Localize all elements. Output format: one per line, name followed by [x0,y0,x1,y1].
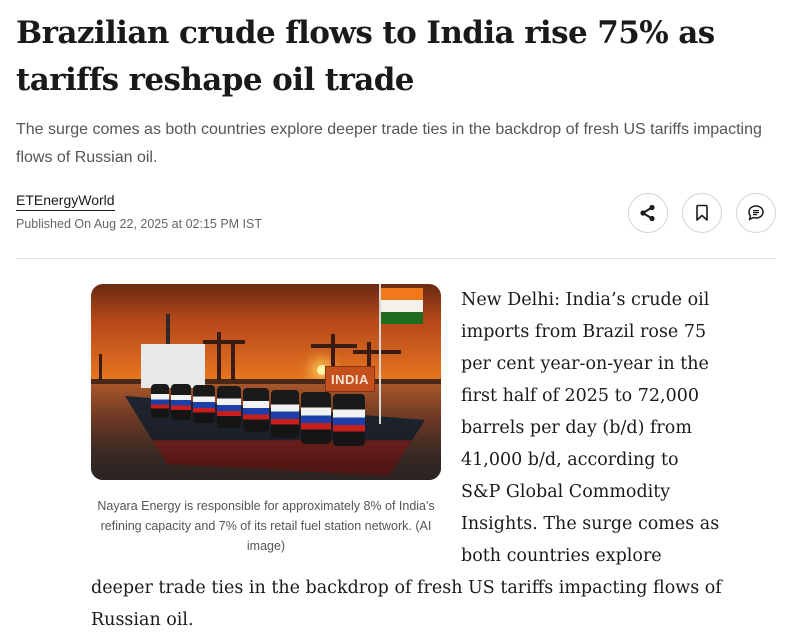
sun-shape [317,365,327,375]
comment-button[interactable] [736,193,776,233]
publish-date: Published On Aug 22, 2025 at 02:15 PM IS… [16,217,262,231]
body-line: barrels per day (b/d) from [461,418,692,438]
article-figure: INDIA Nayara Energy is responsible for a… [91,284,441,556]
body-line: both countries explore [461,546,662,566]
crane-shape [99,354,102,380]
barrel-shape [151,384,169,418]
barrel-shape [217,386,241,428]
body-line: per cent year-on-year in the [461,354,709,374]
author-link[interactable]: ETEnergyWorld [16,192,115,211]
barrel-shape [171,384,191,420]
body-line: imports from Brazil rose 75 [461,322,707,342]
crane-shape [367,342,371,380]
barrel-shape [301,392,331,444]
byline: ETEnergyWorld Published On Aug 22, 2025 … [16,192,262,232]
crane-shape [203,340,245,344]
crane-shape [331,334,335,380]
crane-shape [217,332,221,380]
comment-icon [748,205,764,221]
ship-bridge-shape [141,344,205,388]
share-button[interactable] [628,193,668,233]
barrel-shape [243,388,269,432]
body-line: Russian oil. [91,610,194,630]
article-image[interactable]: INDIA [91,284,441,480]
barrel-shape [271,390,299,438]
bookmark-icon [696,204,708,221]
divider [16,258,776,259]
india-flag-shape [381,288,423,324]
barrel-shape [333,394,365,446]
article-synopsis: The surge comes as both countries explor… [16,121,762,166]
article-actions [628,193,776,233]
ship-mast-shape [166,314,170,346]
body-line: deeper trade ties in the backdrop of fre… [91,578,722,598]
crane-shape [311,344,357,348]
body-line: first half of 2025 to 72,000 [461,386,699,406]
article-body-full: deeper trade ties in the backdrop of fre… [91,572,731,636]
image-caption: Nayara Energy is responsible for approxi… [97,499,435,553]
india-sign: INDIA [325,366,375,392]
crane-shape [231,340,235,380]
horizon-shape [91,379,441,385]
article-headline: Brazilian crude flows to India rise 75% … [16,15,715,98]
body-line: Insights. The surge comes as [461,514,720,534]
bookmark-button[interactable] [682,193,722,233]
article-body-wrapped: New Delhi: India’s crude oil imports fro… [461,284,761,572]
body-line: S&P Global Commodity [461,482,671,502]
body-line: 41,000 b/d, according to [461,450,679,470]
body-line: New Delhi: India’s crude oil [461,290,710,310]
barrel-shape [193,385,215,423]
share-icon [640,204,655,222]
flag-pole-shape [379,284,381,424]
crane-shape [353,350,401,354]
